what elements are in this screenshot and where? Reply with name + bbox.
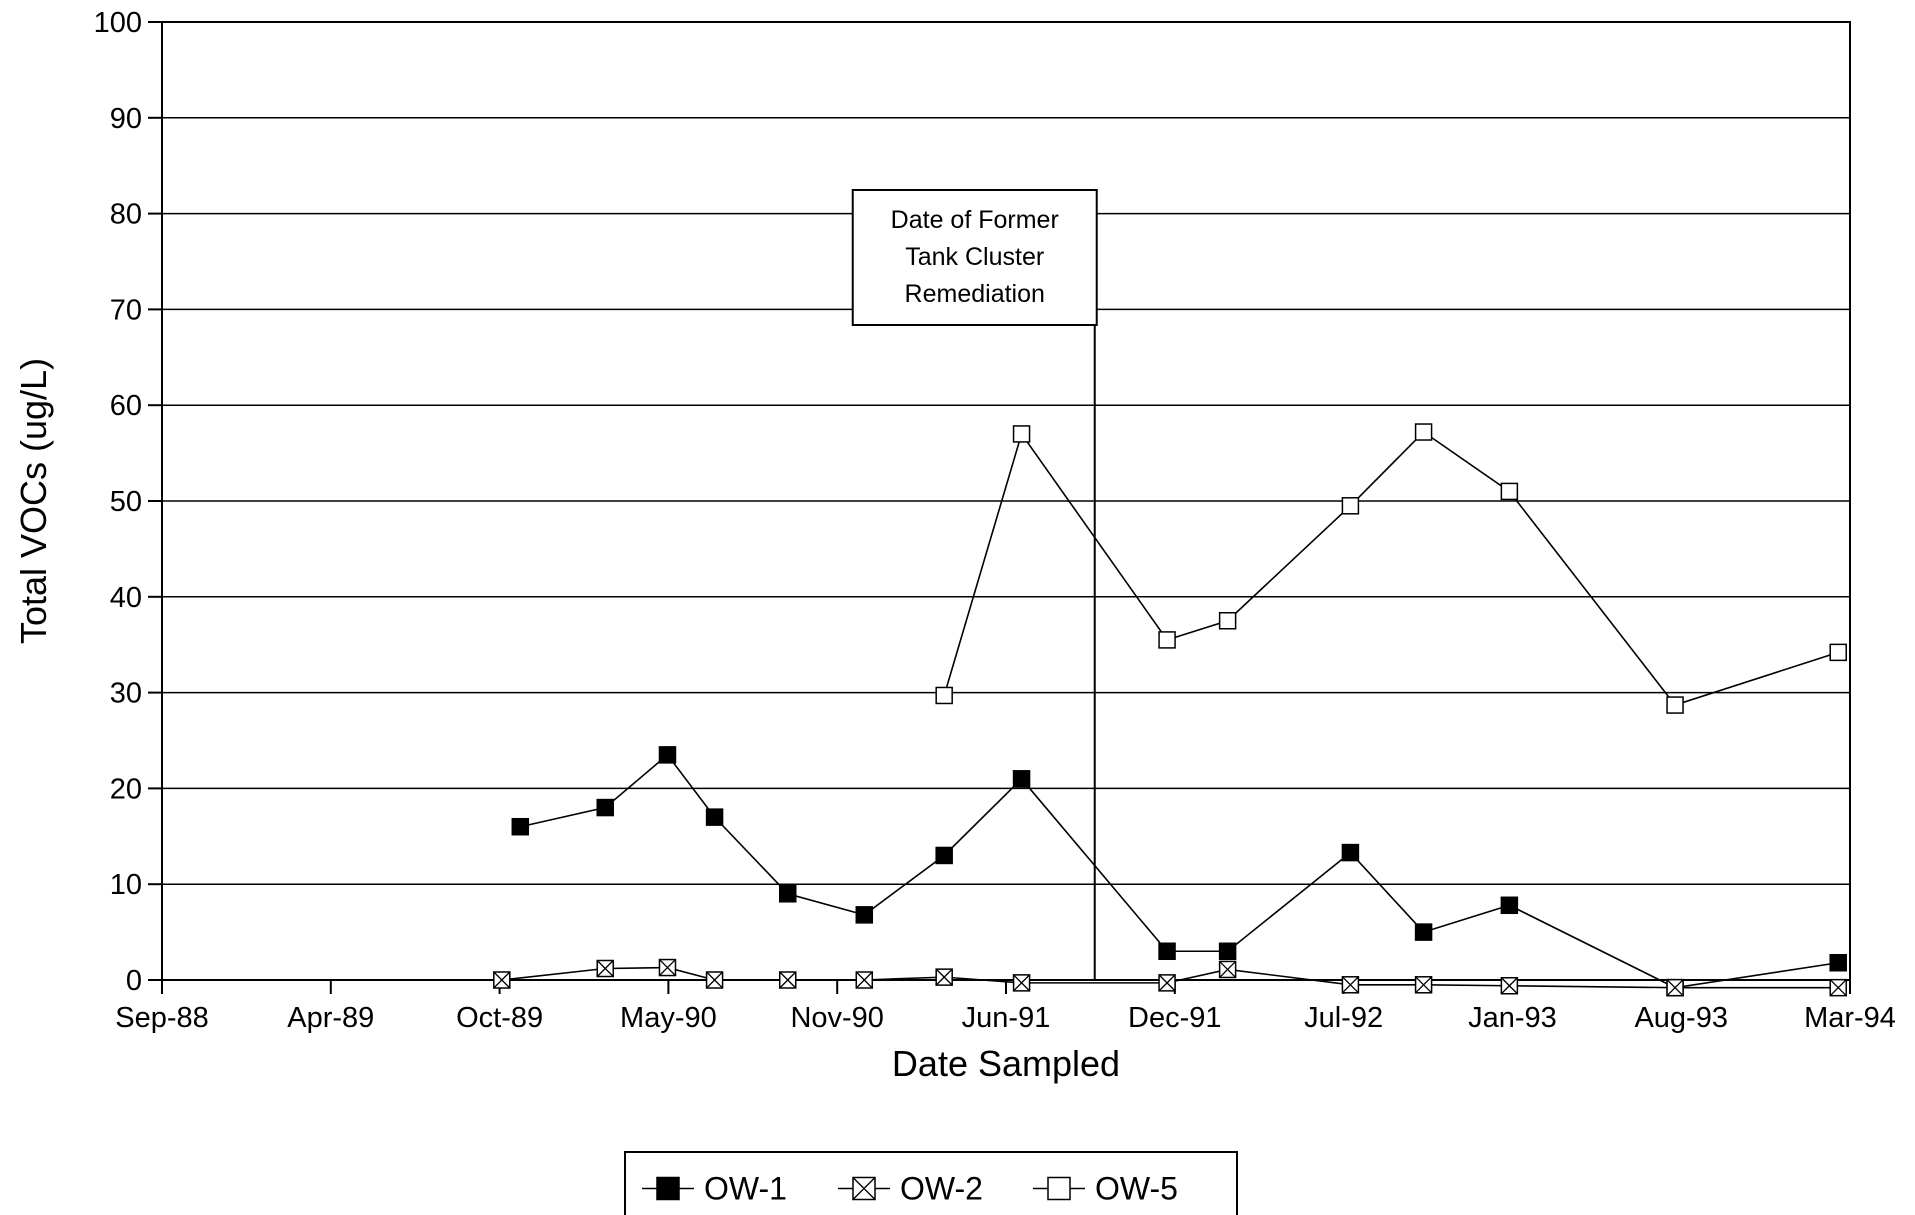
point-ow-1-5 (855, 906, 874, 924)
y-tick-label-90: 90 (110, 103, 142, 135)
x-axis-title: Date Sampled (892, 1043, 1120, 1084)
x-tick-label-3: May-90 (620, 1002, 717, 1034)
point-ow-5-8 (1829, 643, 1847, 662)
point-ow-2-6 (935, 968, 953, 986)
grid-lines (162, 117, 1850, 885)
x-tick-label-5: Jun-91 (962, 1002, 1051, 1034)
point-ow-1-10 (1341, 843, 1360, 862)
annotation-box (851, 189, 1098, 326)
annotation-line-2: Tank Cluster (905, 243, 1044, 271)
annotation-line-3: Remediation (905, 280, 1045, 308)
y-tick-label-50: 50 (110, 486, 142, 518)
x-tick-label-10: Mar-94 (1804, 1002, 1896, 1034)
legend-label-ow-2: OW-2 (900, 1171, 983, 1207)
point-ow-5-5 (1414, 423, 1433, 441)
point-ow-1-0 (511, 817, 530, 836)
point-ow-5-6 (1500, 482, 1519, 501)
point-ow-1-6 (935, 846, 953, 865)
series-layer (493, 423, 1847, 997)
point-ow-2-9 (1218, 960, 1237, 979)
y-tick-label-60: 60 (110, 390, 142, 422)
legend-marker-ow-2 (852, 1176, 876, 1201)
y-tick-label-20: 20 (110, 773, 142, 805)
x-tick-label-6: Dec-91 (1128, 1002, 1222, 1034)
x-tick-label-9: Aug-93 (1634, 1002, 1728, 1034)
point-ow-1-12 (1500, 896, 1519, 915)
point-ow-1-7 (1012, 770, 1031, 788)
point-ow-2-8 (1158, 974, 1176, 992)
point-ow-1-8 (1158, 942, 1176, 961)
point-ow-1-3 (705, 808, 724, 826)
legend-entry-ow-2: OW-2 (838, 1171, 983, 1207)
point-ow-1-1 (596, 798, 614, 817)
point-ow-2-1 (596, 959, 614, 978)
legend-entry-ow-5: OW-5 (1033, 1171, 1178, 1207)
x-tick-label-1: Apr-89 (287, 1002, 374, 1034)
x-tick-label-8: Jan-93 (1468, 1002, 1557, 1034)
point-ow-2-14 (1829, 978, 1847, 997)
y-tick-label-100: 100 (94, 7, 142, 39)
legend-label-ow-1: OW-1 (704, 1171, 787, 1207)
point-ow-2-5 (855, 971, 874, 989)
point-ow-2-3 (705, 971, 724, 989)
x-tick-label-0: Sep-88 (115, 1002, 209, 1034)
point-ow-5-3 (1218, 612, 1237, 630)
legend-box (624, 1151, 1238, 1215)
point-ow-1-14 (1829, 954, 1847, 972)
legend: OW-1 OW-2 OW-5 (624, 1151, 1238, 1215)
legend-marker-ow-5 (1047, 1176, 1071, 1201)
legend-entry-ow-1: OW-1 (642, 1171, 787, 1207)
remediation-annotation: Date of Former Tank Cluster Remediation (851, 189, 1098, 326)
point-ow-1-11 (1414, 923, 1433, 941)
legend-marker-ow-1 (656, 1176, 680, 1201)
x-tick-label-7: Jul-92 (1304, 1002, 1383, 1034)
x-tick-label-4: Nov-90 (790, 1002, 884, 1034)
point-ow-2-7 (1012, 974, 1031, 992)
point-ow-1-9 (1218, 942, 1237, 961)
axes: 0 10 20 30 40 50 60 70 80 90 100 Sep-88 Apr-89 Oct-89… (94, 7, 1896, 1034)
point-ow-2-0 (493, 971, 511, 989)
x-tick-label-2: Oct-89 (456, 1002, 543, 1034)
y-tick-label-70: 70 (110, 294, 142, 326)
y-tick-label-10: 10 (110, 869, 142, 901)
series-ow-2 (493, 958, 1847, 997)
point-ow-5-1 (1012, 425, 1031, 443)
annotation-line-1: Date of Former (891, 206, 1059, 234)
point-ow-1-2 (658, 746, 677, 764)
series-ow-5 (935, 423, 1847, 714)
point-ow-2-4 (778, 971, 797, 989)
legend-label-ow-5: OW-5 (1095, 1171, 1178, 1207)
point-ow-2-13 (1666, 978, 1684, 997)
y-tick-label-40: 40 (110, 582, 142, 614)
y-tick-label-30: 30 (110, 678, 142, 710)
y-tick-label-80: 80 (110, 199, 142, 231)
point-ow-2-12 (1500, 976, 1519, 995)
point-ow-5-7 (1666, 696, 1684, 714)
point-ow-5-2 (1158, 631, 1176, 649)
point-ow-2-11 (1414, 976, 1433, 994)
point-ow-5-4 (1341, 497, 1360, 515)
y-axis-title: Total VOCs (ug/L) (13, 358, 54, 644)
y-tick-label-0: 0 (126, 965, 142, 997)
point-ow-2-10 (1341, 976, 1360, 994)
point-ow-1-4 (778, 885, 797, 903)
point-ow-2-2 (658, 958, 677, 977)
point-ow-5-0 (935, 686, 953, 705)
